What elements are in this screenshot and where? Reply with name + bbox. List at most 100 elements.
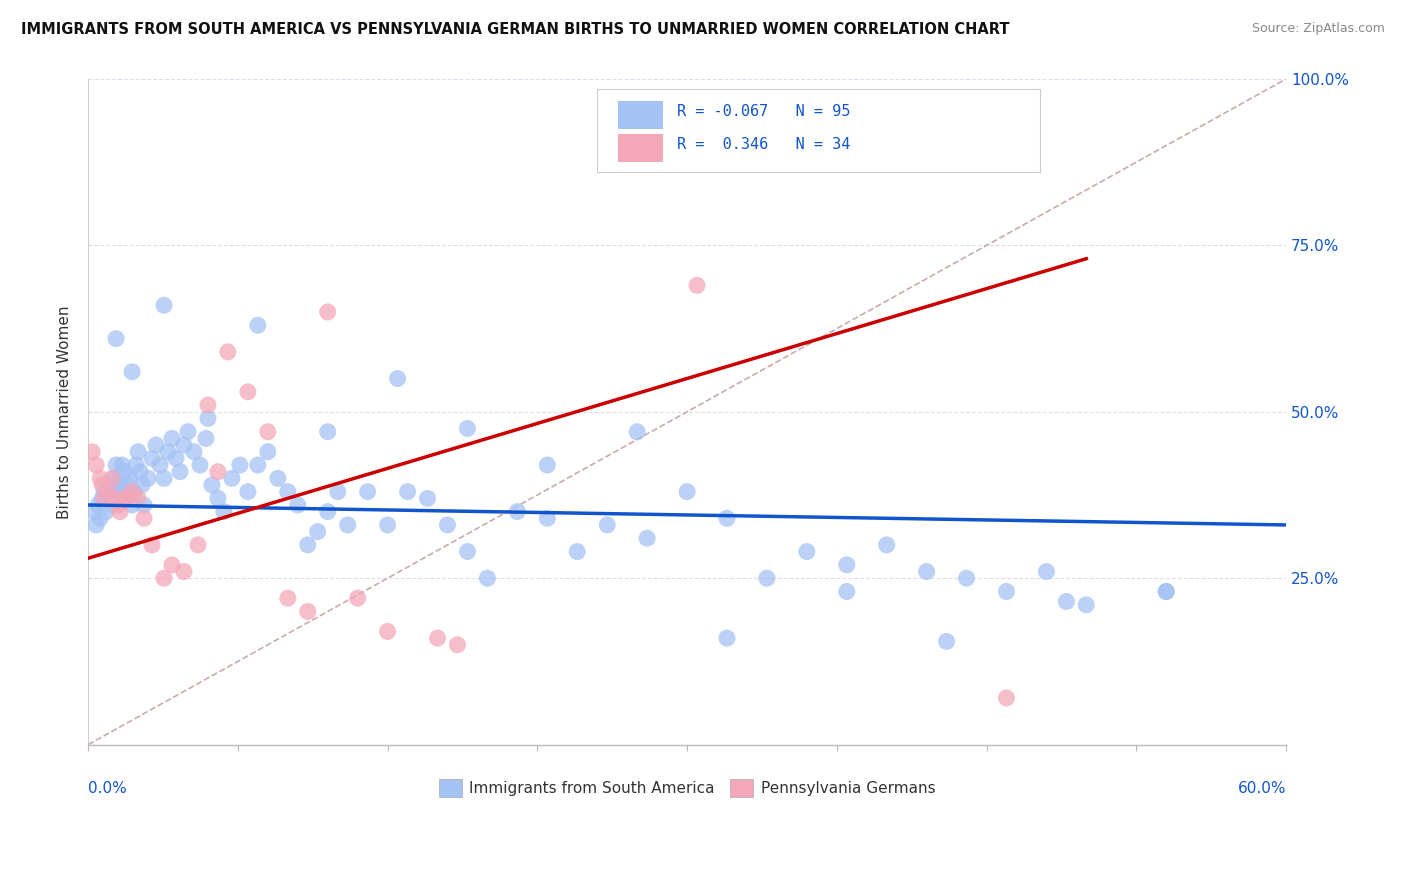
Point: [89, 471, 111, 485]
Point: [131, 478, 153, 492]
Point: [115, 491, 138, 506]
Point: [995, 691, 1018, 706]
Point: [716, 511, 738, 525]
Point: [105, 332, 128, 346]
Point: [165, 451, 187, 466]
Point: [716, 631, 738, 645]
Point: [120, 471, 142, 485]
Point: [127, 491, 149, 506]
Point: [103, 491, 125, 506]
Point: [93, 491, 115, 506]
Point: [136, 471, 159, 485]
Point: [160, 558, 183, 572]
Point: [169, 465, 191, 479]
Point: [287, 498, 309, 512]
Point: [1154, 584, 1177, 599]
Text: 0.0%: 0.0%: [89, 781, 127, 797]
Point: [108, 478, 131, 492]
Point: [1035, 565, 1057, 579]
Point: [97, 484, 120, 499]
Text: 60.0%: 60.0%: [1237, 781, 1286, 797]
Point: [1154, 584, 1177, 599]
Point: [212, 505, 235, 519]
Point: [297, 538, 319, 552]
Point: [207, 491, 229, 506]
Point: [377, 517, 399, 532]
Point: [256, 425, 278, 439]
Point: [141, 538, 163, 552]
Point: [835, 558, 858, 572]
Point: [536, 458, 558, 472]
Point: [686, 278, 709, 293]
Point: [246, 458, 269, 472]
Point: [277, 484, 299, 499]
Point: [107, 498, 129, 512]
Point: [796, 544, 818, 558]
Point: [197, 411, 219, 425]
Point: [416, 491, 439, 506]
Point: [1054, 594, 1077, 608]
Legend: Immigrants from South America, Pennsylvania Germans: Immigrants from South America, Pennsylva…: [433, 772, 942, 804]
Point: [567, 544, 589, 558]
Point: [1076, 598, 1098, 612]
FancyBboxPatch shape: [617, 101, 664, 129]
Point: [297, 605, 319, 619]
Point: [121, 498, 143, 512]
Point: [316, 305, 339, 319]
Point: [955, 571, 977, 585]
Point: [995, 584, 1018, 599]
Point: [84, 458, 107, 472]
Point: [426, 631, 449, 645]
Point: [456, 421, 478, 435]
Point: [396, 484, 419, 499]
Point: [935, 634, 957, 648]
Point: [108, 505, 131, 519]
Point: [446, 638, 468, 652]
Point: [129, 465, 152, 479]
Point: [101, 471, 124, 485]
Point: [91, 478, 114, 492]
Point: [105, 458, 128, 472]
Point: [122, 484, 145, 499]
Text: IMMIGRANTS FROM SOUTH AMERICA VS PENNSYLVANIA GERMAN BIRTHS TO UNMARRIED WOMEN C: IMMIGRANTS FROM SOUTH AMERICA VS PENNSYL…: [21, 22, 1010, 37]
Point: [356, 484, 378, 499]
Point: [835, 584, 858, 599]
Point: [153, 571, 176, 585]
Point: [173, 565, 195, 579]
Point: [536, 511, 558, 525]
Point: [82, 444, 104, 458]
Point: [149, 458, 172, 472]
Point: [98, 484, 121, 499]
Point: [177, 425, 200, 439]
Point: [112, 491, 135, 506]
Point: [197, 398, 219, 412]
Point: [153, 471, 176, 485]
Text: Source: ZipAtlas.com: Source: ZipAtlas.com: [1251, 22, 1385, 36]
Point: [141, 451, 163, 466]
FancyBboxPatch shape: [617, 134, 664, 162]
Point: [636, 531, 658, 545]
Point: [377, 624, 399, 639]
Point: [277, 591, 299, 606]
Point: [94, 505, 117, 519]
Point: [173, 438, 195, 452]
Point: [132, 498, 155, 512]
Point: [915, 565, 938, 579]
Point: [755, 571, 778, 585]
Point: [387, 371, 409, 385]
Point: [188, 458, 211, 472]
Point: [156, 444, 179, 458]
Point: [111, 458, 134, 472]
Point: [132, 511, 155, 525]
Point: [477, 571, 499, 585]
Point: [84, 517, 107, 532]
Point: [236, 384, 259, 399]
Point: [103, 471, 125, 485]
Point: [127, 444, 149, 458]
Point: [256, 444, 278, 458]
Point: [101, 498, 124, 512]
Point: [326, 484, 349, 499]
Point: [307, 524, 329, 539]
Point: [97, 491, 120, 506]
Point: [125, 458, 148, 472]
